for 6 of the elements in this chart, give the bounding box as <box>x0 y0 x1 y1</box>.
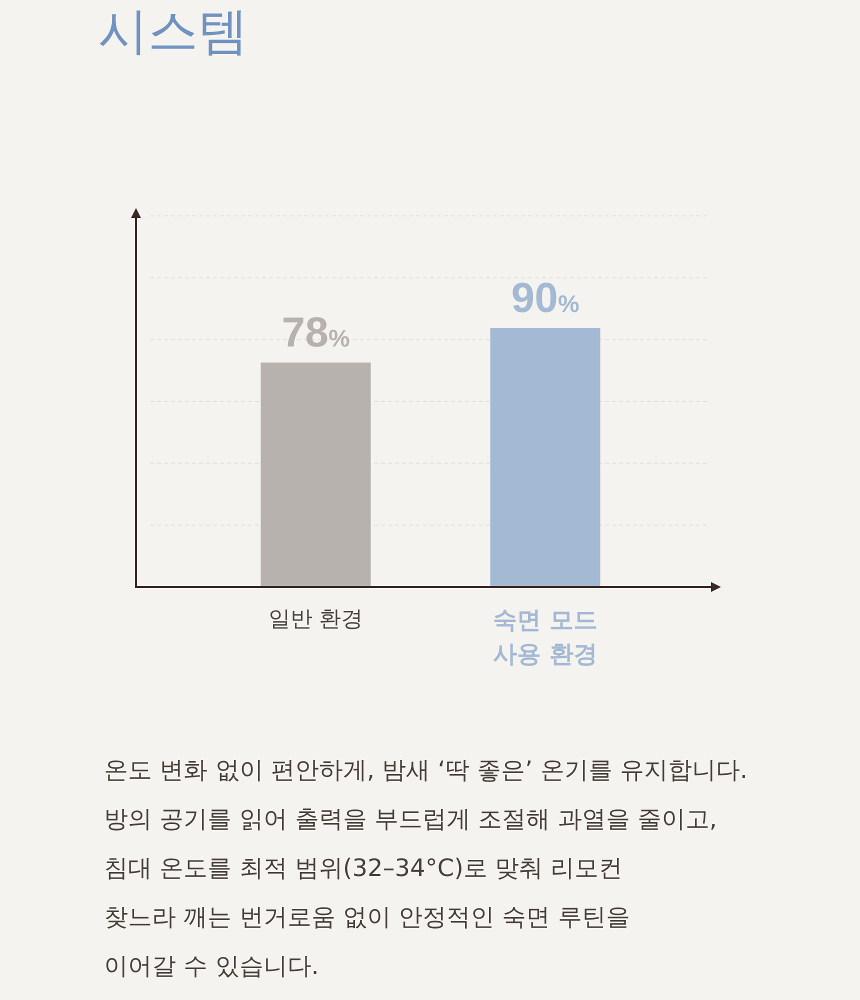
data-label: 90% <box>511 274 580 322</box>
text: 온도 변화 없이 편안하게, 밤새 ‘딱 좋은’ 온기를 유지합니다. 방의 공기를 읽어 출력을 부드럽게 조절해 과열을 줄이고, 침대 온도를 최적 범위(32–34°C)로 맞춰 리모컨 찾느라 깨는 번거로움 없이 안정적인 숙면 루틴을 이어갈 수 있습니다. <box>104 755 749 982</box>
chart-title: 시스템 <box>98 1 248 62</box>
x-tick-label: 숙면 모드 사용 환경 <box>492 605 598 670</box>
x-tick-label: 일반 환경 <box>267 606 364 634</box>
data-label: 78% <box>282 308 350 356</box>
